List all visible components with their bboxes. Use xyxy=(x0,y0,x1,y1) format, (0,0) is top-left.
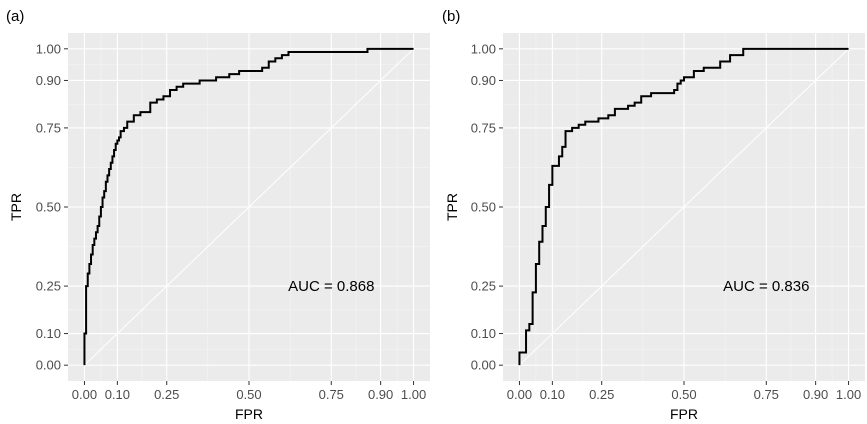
y-tick-label: 0.25 xyxy=(471,279,496,294)
roc-panel-2: 0.00 0.10 0.25 0.50 0.75 0.90 1.00 0.00 0.10 0.25… xyxy=(442,8,865,422)
x-tick-label: 1.00 xyxy=(836,387,861,402)
x-axis-title: FPR xyxy=(235,406,263,422)
y-tick-label: 0.10 xyxy=(36,326,61,341)
y-tick-label: 0.00 xyxy=(36,358,61,373)
roc-curve xyxy=(518,47,849,366)
x-tick-label: 0.75 xyxy=(319,387,344,402)
diagonal-reference-line xyxy=(519,48,849,366)
roc-curve xyxy=(83,47,414,366)
y-tick-label: 0.90 xyxy=(471,73,496,88)
y-tick-label: 0.90 xyxy=(36,73,61,88)
x-tick-label: 0.00 xyxy=(72,387,97,402)
x-tick-label: 0.10 xyxy=(105,387,130,402)
y-tick-label: 0.75 xyxy=(471,120,496,135)
x-tick-label: 0.25 xyxy=(589,387,614,402)
x-tick-label: 0.50 xyxy=(671,387,696,402)
roc-panel-1: 0.00 0.10 0.25 0.50 0.75 0.90 1.00 0.00 0.10 0.25… xyxy=(6,8,430,422)
y-tick-label: 0.25 xyxy=(36,279,61,294)
x-tick-label: 0.10 xyxy=(540,387,565,402)
auc-annotation: AUC = 0.836 xyxy=(723,278,809,295)
y-axis-title: TPR xyxy=(8,193,24,221)
y-tick-label: 1.00 xyxy=(471,41,496,56)
x-tick-label: 0.25 xyxy=(154,387,179,402)
x-axis-title: FPR xyxy=(670,406,698,422)
panel-label: (a) xyxy=(6,8,24,25)
x-tick-label: 0.90 xyxy=(368,387,393,402)
y-tick-label: 0.10 xyxy=(471,326,496,341)
panel-label: (b) xyxy=(442,8,460,25)
x-tick-label: 0.75 xyxy=(754,387,779,402)
y-tick-label: 0.00 xyxy=(471,358,496,373)
y-axis-title: TPR xyxy=(444,193,460,221)
x-tick-label: 0.50 xyxy=(236,387,261,402)
diagonal-reference-line xyxy=(84,48,414,366)
x-tick-label: 0.00 xyxy=(507,387,532,402)
x-tick-label: 0.90 xyxy=(803,387,828,402)
y-tick-label: 0.75 xyxy=(36,120,61,135)
y-tick-label: 1.00 xyxy=(36,41,61,56)
y-tick-label: 0.50 xyxy=(36,200,61,215)
y-tick-label: 0.50 xyxy=(471,200,496,215)
x-tick-label: 1.00 xyxy=(401,387,426,402)
auc-annotation: AUC = 0.868 xyxy=(288,278,374,295)
